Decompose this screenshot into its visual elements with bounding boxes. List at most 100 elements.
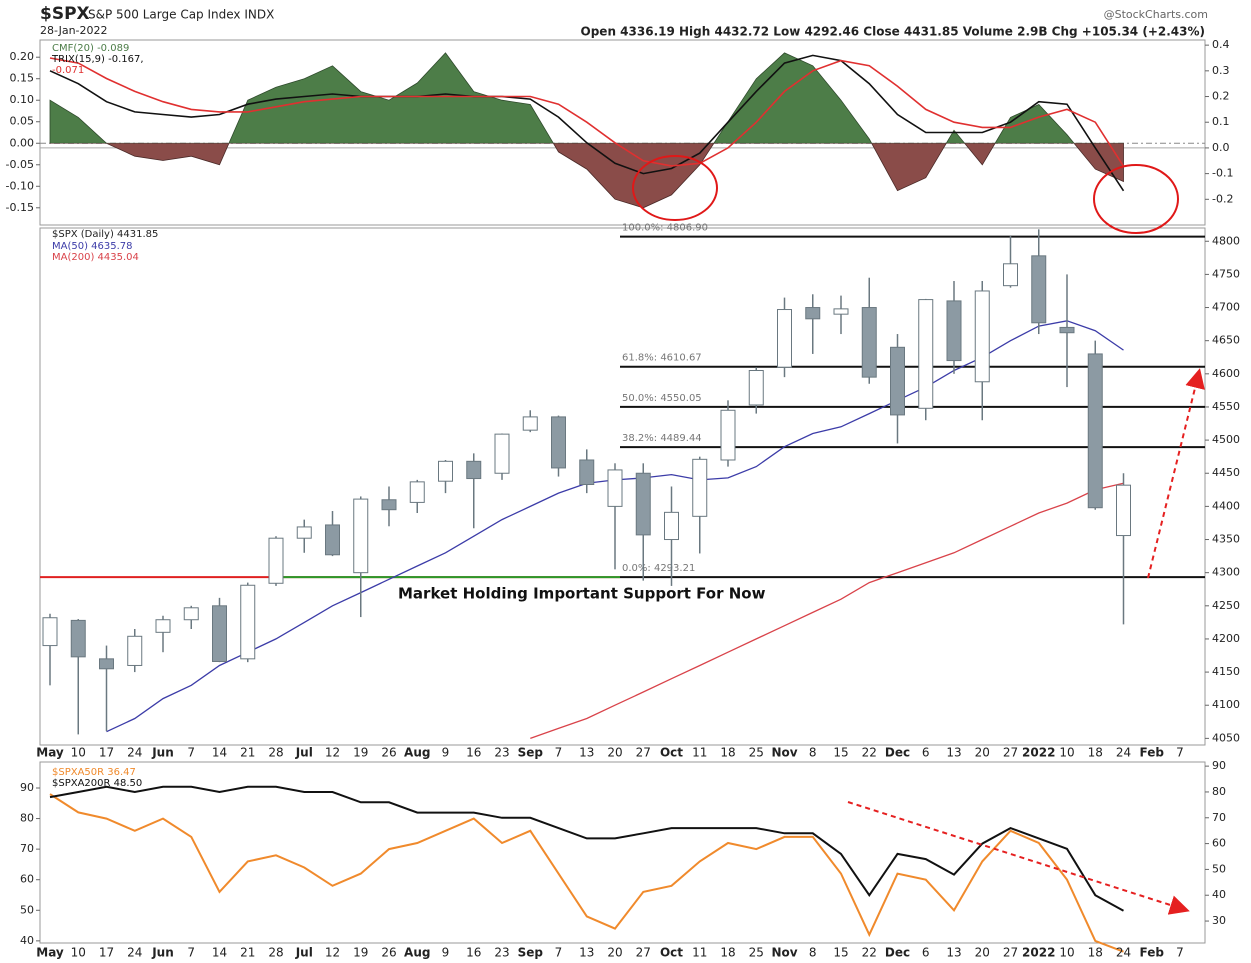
y-tick-label: 40 <box>1212 888 1226 901</box>
marks: -0.15 -0.10 -0.05 0.00 0.05 0.10 0.15 0.20 -0.2 -… <box>6 38 1240 959</box>
x-tick-label: 17 <box>99 746 114 760</box>
y-tick-label: 4500 <box>1212 433 1240 446</box>
x-tick-label: 22 <box>862 946 877 960</box>
candle-body <box>99 658 114 670</box>
y-tick-label: 4800 <box>1212 234 1240 247</box>
y-tick-label: -0.1 <box>1212 167 1233 180</box>
series-line <box>49 793 1124 953</box>
candle-body <box>974 290 990 383</box>
x-tick-label: Oct <box>660 746 683 760</box>
candle-body <box>70 619 86 658</box>
y-tick-label: 0.15 <box>10 72 35 85</box>
x-tick-label: 19 <box>353 946 368 960</box>
candle-body <box>268 537 284 584</box>
x-tick-label: 26 <box>381 746 396 760</box>
x-tick-label: 7 <box>187 746 195 760</box>
x-tick-label: 20 <box>607 946 622 960</box>
candle-body <box>212 605 227 662</box>
candle-body <box>1116 484 1131 537</box>
source: @StockCharts.com <box>1104 8 1208 21</box>
highlight-circle <box>632 155 718 221</box>
x-tick-label: 10 <box>71 746 86 760</box>
candle-body <box>946 300 962 362</box>
x-tick-label: 24 <box>1116 746 1131 760</box>
index-name: S&P 500 Large Cap Index INDX <box>88 8 274 22</box>
x-tick-label: 18 <box>1088 746 1103 760</box>
x-tick-label: 27 <box>636 746 651 760</box>
x-tick-label: 10 <box>1059 746 1074 760</box>
panel-frame <box>39 761 1206 944</box>
x-tick-label: 18 <box>1088 946 1103 960</box>
legend-entry: $SPXA200R 48.50 <box>52 778 142 789</box>
x-tick-label: Feb <box>1140 746 1165 760</box>
candle-body <box>918 299 934 409</box>
x-tick-label: 24 <box>1116 946 1131 960</box>
x-tick-label: 27 <box>1003 946 1018 960</box>
candle-body <box>325 524 340 556</box>
x-tick-label: 14 <box>212 946 227 960</box>
candle-body <box>720 409 736 461</box>
y-tick-label: 0.20 <box>10 50 35 63</box>
highlight-circle <box>1093 164 1179 234</box>
positive-area <box>49 52 1124 144</box>
level-label: 0.0%: 4293.21 <box>622 563 695 574</box>
y-tick-label: 4750 <box>1212 267 1240 280</box>
symbol: $SPX <box>40 4 90 24</box>
x-tick-label: 15 <box>833 746 848 760</box>
candle-body <box>551 416 566 469</box>
x-tick-label: Jul <box>295 746 313 760</box>
x-tick-label: 12 <box>325 946 340 960</box>
x-tick-label: Jul <box>295 946 313 960</box>
y-tick-label: 0.05 <box>10 115 35 128</box>
y-tick-label: 0.0 <box>1212 141 1230 154</box>
x-tick-label: 28 <box>268 746 283 760</box>
x-tick-label: 12 <box>325 746 340 760</box>
x-tick-label: 6 <box>922 746 930 760</box>
y-tick-label: 4450 <box>1212 466 1240 479</box>
x-tick-label: 9 <box>442 946 450 960</box>
candle-body <box>861 307 877 378</box>
y-tick-label: 4400 <box>1212 499 1240 512</box>
y-tick-label: -0.2 <box>1212 192 1233 205</box>
quote: Open 4336.19 High 4432.72 Low 4292.46 Cl… <box>581 25 1205 39</box>
level-label: 61.8%: 4610.67 <box>622 353 702 364</box>
x-tick-label: 13 <box>579 946 594 960</box>
y-tick-label: 30 <box>1212 914 1226 927</box>
x-tick-label: 7 <box>1176 946 1184 960</box>
candle-body <box>155 619 171 633</box>
x-tick-label: 16 <box>466 746 481 760</box>
x-tick-label: 27 <box>1003 746 1018 760</box>
legend-entry: -0.071 <box>52 65 84 76</box>
candle-body <box>748 370 764 406</box>
y-tick-label: 4550 <box>1212 400 1240 413</box>
candle-body <box>183 607 199 621</box>
y-tick-label: -0.10 <box>6 179 34 192</box>
x-tick-label: 18 <box>720 946 735 960</box>
x-tick-label: 2022 <box>1022 746 1055 760</box>
candle-body <box>777 309 792 368</box>
x-tick-label: 8 <box>809 946 817 960</box>
x-tick-label: 25 <box>749 746 764 760</box>
candle-body <box>1003 263 1018 287</box>
y-tick-label: 4350 <box>1212 533 1240 546</box>
x-tick-label: 6 <box>922 946 930 960</box>
series-line <box>49 785 1124 912</box>
level-label: 38.2%: 4489.44 <box>622 433 702 444</box>
y-tick-label: 0.1 <box>1212 115 1230 128</box>
legend-entry: MA(200) 4435.04 <box>52 252 139 263</box>
candle-body <box>692 458 708 517</box>
x-tick-label: Jun <box>151 946 174 960</box>
candle-body <box>494 433 510 474</box>
candle-body <box>240 584 256 660</box>
y-tick-label: 4300 <box>1212 566 1240 579</box>
x-tick-label: 23 <box>494 946 509 960</box>
y-tick-label: 0.3 <box>1212 64 1230 77</box>
y-tick-label: 4050 <box>1212 731 1240 744</box>
y-tick-label: 90 <box>1212 759 1226 772</box>
y-tick-label: 50 <box>1212 862 1226 875</box>
y-tick-label: 0.00 <box>10 136 35 149</box>
y-tick-label: 4250 <box>1212 599 1240 612</box>
candle-body <box>522 416 538 431</box>
x-tick-label: 8 <box>809 746 817 760</box>
x-tick-label: 20 <box>975 946 990 960</box>
